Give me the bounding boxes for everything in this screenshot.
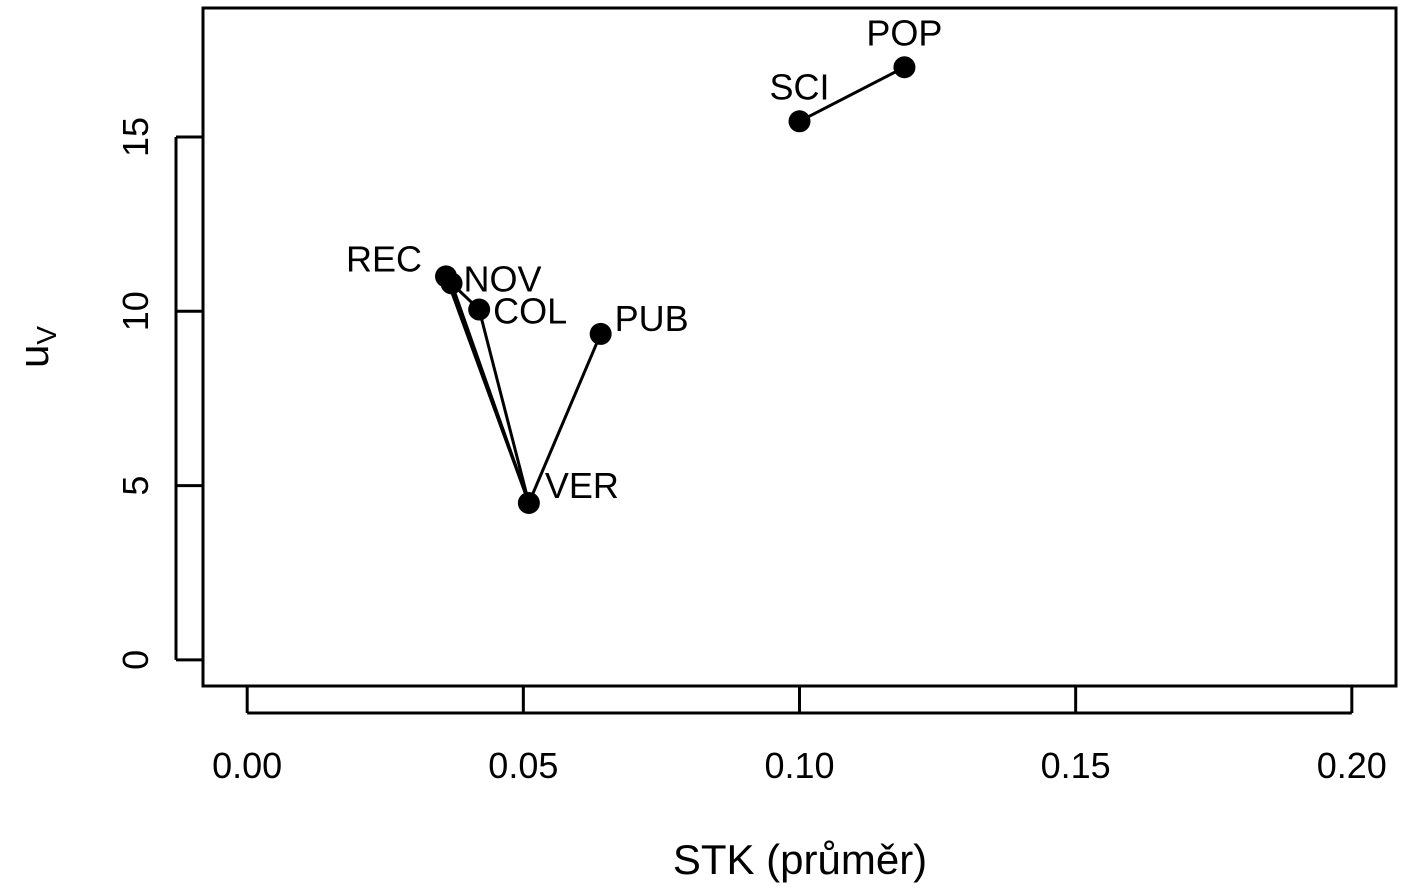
x-tick-label: 0.00 (212, 745, 282, 786)
point-label-col: COL (493, 291, 567, 332)
point-pop (893, 56, 916, 79)
point-col (468, 298, 491, 321)
x-tick-label: 0.05 (488, 745, 558, 786)
y-tick-label: 15 (115, 117, 156, 157)
y-tick-label: 5 (115, 476, 156, 496)
x-tick-label: 0.15 (1041, 745, 1111, 786)
point-nov (440, 272, 463, 295)
point-label-pub: PUB (615, 298, 689, 339)
y-axis-title-subscript: V (31, 326, 62, 345)
y-axis-title-base: u (10, 345, 57, 368)
y-tick-label: 10 (115, 291, 156, 331)
point-pub (589, 322, 612, 345)
y-axis: 0 5 10 15 (115, 117, 203, 670)
point-ver (517, 491, 540, 514)
point-label-rec: REC (346, 238, 422, 279)
point-label-pop: POP (866, 12, 942, 53)
y-tick-label: 0 (115, 650, 156, 670)
point-sci (788, 110, 811, 133)
plot-frame (201, 6, 1398, 688)
connector-line (798, 65, 906, 123)
connector-line (527, 333, 603, 504)
point-label-ver: VER (545, 465, 619, 506)
y-axis-title: uV (10, 326, 62, 368)
connector-line (450, 282, 531, 504)
x-axis: 0.00 0.05 0.10 0.15 0.20 (212, 686, 1387, 786)
point-label-nov: NOV (464, 258, 542, 299)
x-axis-title: STK (průměr) (673, 836, 927, 883)
point-label-sci: SCI (769, 66, 829, 107)
connector-line (477, 309, 531, 504)
x-tick-label: 0.20 (1317, 745, 1387, 786)
data-points (435, 56, 916, 514)
x-tick-label: 0.10 (764, 745, 834, 786)
